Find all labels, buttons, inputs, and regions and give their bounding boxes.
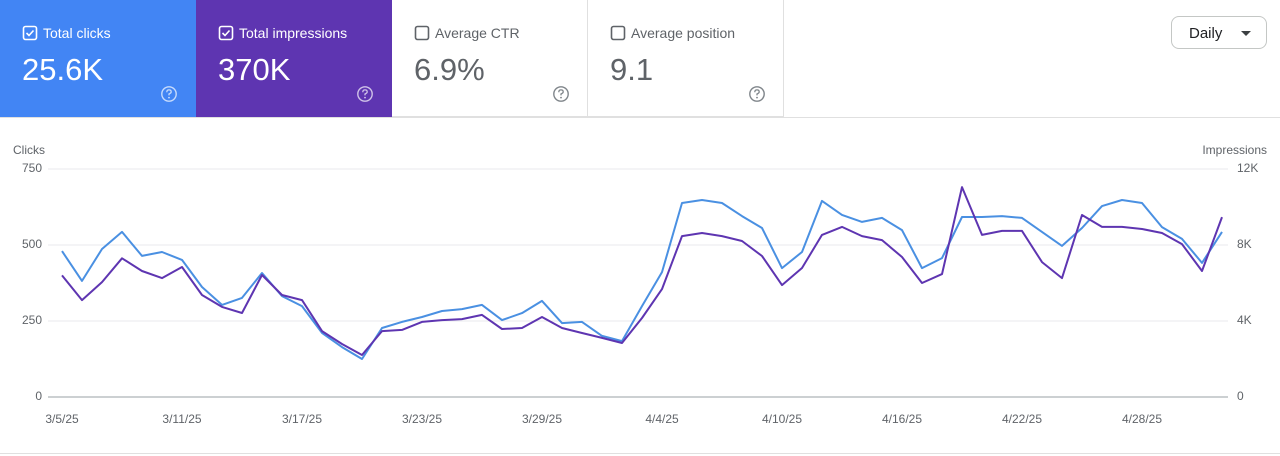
y-tick-label: 250 xyxy=(22,313,42,327)
checkmark xyxy=(25,29,35,37)
metric-value: 370K xyxy=(218,52,291,87)
checkbox xyxy=(22,25,38,41)
x-tick-label: 4/4/25 xyxy=(645,412,679,426)
help-mark xyxy=(754,89,760,96)
x-tick-label: 4/16/25 xyxy=(882,412,922,426)
y-tick-label: 0 xyxy=(35,389,42,403)
metric-card[interactable]: Average CTR 6.9% xyxy=(392,0,588,117)
metric-value: 9.1 xyxy=(610,52,654,87)
metric-card[interactable]: Average position 9.1 xyxy=(588,0,784,117)
x-tick-label: 3/23/25 xyxy=(402,412,442,426)
help-icon xyxy=(161,86,177,102)
x-tick-label: 3/11/25 xyxy=(162,412,201,426)
help-circle xyxy=(553,86,569,102)
metric-label: Total clicks xyxy=(43,25,111,41)
x-tick-label: 4/10/25 xyxy=(762,412,802,426)
y-tick-label: 500 xyxy=(22,237,42,251)
checkbox-box xyxy=(22,25,38,41)
y2-tick-label: 12K xyxy=(1237,161,1258,175)
y-tick-label: 750 xyxy=(22,161,42,175)
chart: Clicks Impressions 0 250 500 750 0 4K 8K 12K 3/5… xyxy=(0,117,1280,454)
y-axis-title: Clicks xyxy=(13,143,45,157)
metric-value: 25.6K xyxy=(22,52,104,87)
help-circle xyxy=(161,86,177,102)
x-tick-label: 3/5/25 xyxy=(45,412,79,426)
checkbox-box xyxy=(414,25,430,41)
metric-label: Average position xyxy=(631,25,736,41)
checkbox-box xyxy=(218,25,234,41)
metric-card[interactable]: Total clicks 25.6K xyxy=(0,0,196,117)
period-label: Daily xyxy=(1189,25,1223,42)
checkbox xyxy=(414,25,430,41)
help-mark xyxy=(362,89,368,96)
metric-label: Total impressions xyxy=(239,25,348,41)
help-circle xyxy=(749,86,765,102)
help-dot xyxy=(364,96,366,99)
help-mark xyxy=(166,89,172,96)
x-tick-label: 3/17/25 xyxy=(282,412,322,426)
help-dot xyxy=(560,96,562,99)
help-dot xyxy=(168,96,170,99)
metric-card[interactable]: Total impressions 370K xyxy=(196,0,392,117)
metric-value: 6.9% xyxy=(414,52,485,87)
y2-tick-label: 4K xyxy=(1237,313,1252,327)
help-icon xyxy=(553,86,569,102)
x-tick-label: 4/28/25 xyxy=(1122,412,1162,426)
checkbox xyxy=(218,25,234,41)
help-icon xyxy=(749,86,765,102)
y2-tick-label: 0 xyxy=(1237,389,1244,403)
series-line xyxy=(61,199,1223,360)
help-icon xyxy=(357,86,373,102)
checkmark xyxy=(221,29,231,37)
metric-label: Average CTR xyxy=(435,25,520,41)
help-circle xyxy=(357,86,373,102)
dropdown-arrow xyxy=(1241,31,1251,36)
period-dropdown[interactable]: Daily xyxy=(1171,16,1267,49)
x-tick-label: 4/22/25 xyxy=(1002,412,1042,426)
checkbox-box xyxy=(610,25,626,41)
y2-axis-title: Impressions xyxy=(1202,143,1267,157)
x-tick-label: 3/29/25 xyxy=(522,412,562,426)
checkbox xyxy=(610,25,626,41)
y2-tick-label: 8K xyxy=(1237,237,1252,251)
help-mark xyxy=(558,89,564,96)
help-dot xyxy=(756,96,758,99)
series-line xyxy=(61,186,1223,356)
